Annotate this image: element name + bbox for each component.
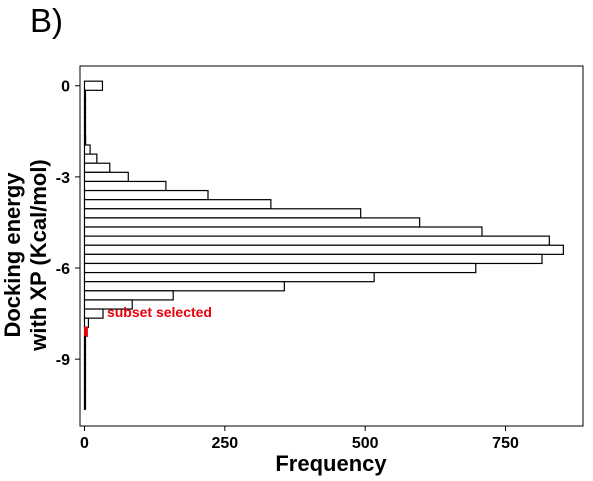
histogram-bar bbox=[83, 217, 421, 228]
x-axis-ticks: 0 250 500 750 bbox=[80, 426, 519, 452]
histogram-bar bbox=[83, 126, 87, 137]
histogram-bars bbox=[83, 80, 564, 410]
panel-label: B) bbox=[30, 2, 63, 39]
histogram-bar bbox=[83, 199, 272, 210]
y-tick-label: 0 bbox=[61, 79, 70, 96]
histogram-bar bbox=[83, 153, 98, 164]
histogram-bar bbox=[83, 226, 483, 237]
histogram-bar bbox=[83, 335, 87, 347]
subset-selected-annotation: subset selected bbox=[107, 304, 212, 320]
histogram-bar bbox=[83, 326, 88, 337]
histogram-bar bbox=[83, 262, 477, 274]
histogram-bar bbox=[83, 381, 87, 392]
histogram-bar bbox=[83, 253, 543, 265]
x-axis-title: Frequency bbox=[275, 451, 387, 476]
histogram-bar bbox=[83, 98, 87, 110]
histogram-bar bbox=[83, 208, 362, 219]
histogram-bar bbox=[83, 135, 87, 146]
histogram-bar bbox=[83, 399, 87, 410]
histogram-bar bbox=[83, 308, 104, 319]
y-tick-label: -9 bbox=[56, 352, 70, 369]
histogram-bar bbox=[83, 89, 87, 101]
y-axis-title: Docking energy with XP (Kcal/mol) bbox=[0, 159, 51, 352]
histogram-bar bbox=[83, 344, 87, 356]
histogram-bar bbox=[83, 107, 87, 119]
y-tick-label: -6 bbox=[56, 261, 70, 278]
histogram-bar bbox=[83, 162, 111, 173]
histogram-bar bbox=[83, 281, 285, 292]
histogram-bar bbox=[83, 354, 87, 365]
histogram-bar bbox=[83, 235, 550, 246]
histogram-bar bbox=[83, 290, 174, 301]
y-axis-title-line-1: Docking energy bbox=[0, 172, 25, 338]
x-tick-label: 500 bbox=[352, 435, 379, 452]
histogram-bar bbox=[83, 244, 564, 255]
histogram-bar bbox=[83, 189, 209, 201]
histogram-bar bbox=[83, 144, 91, 155]
histogram-bar bbox=[83, 363, 87, 374]
histogram-bar bbox=[83, 372, 87, 383]
histogram-bar bbox=[83, 171, 129, 183]
x-tick-label: 250 bbox=[211, 435, 238, 452]
y-axis-title-line-2: with XP (Kcal/mol) bbox=[26, 159, 51, 352]
histogram-bar bbox=[83, 317, 90, 328]
histogram-bar bbox=[83, 80, 104, 91]
x-tick-label: 0 bbox=[80, 435, 89, 452]
plot-frame bbox=[79, 65, 584, 427]
x-tick-label: 750 bbox=[492, 435, 519, 452]
histogram-bar bbox=[83, 390, 87, 401]
y-tick-label: -3 bbox=[56, 170, 70, 187]
histogram-bar bbox=[83, 117, 87, 128]
y-axis-ticks: 0 -3 -6 -9 bbox=[56, 79, 80, 369]
histogram-bar bbox=[83, 299, 133, 310]
histogram-bar bbox=[83, 271, 375, 283]
histogram-bar bbox=[83, 180, 167, 192]
